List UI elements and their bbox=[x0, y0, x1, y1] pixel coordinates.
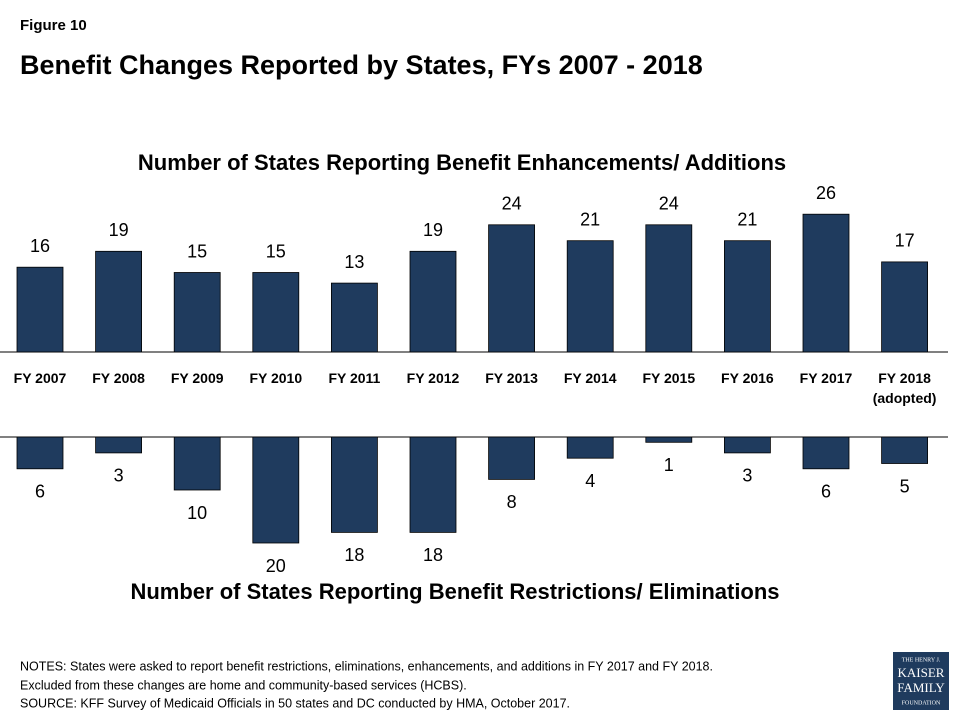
data-label: 6 bbox=[821, 482, 831, 502]
bar bbox=[173, 272, 221, 353]
subtitle: Number of States Reporting Benefit Enhan… bbox=[138, 150, 786, 175]
subtitle: Number of States Reporting Benefit Restr… bbox=[130, 579, 779, 604]
bar bbox=[252, 436, 300, 544]
data-label: 1 bbox=[664, 455, 674, 475]
bar bbox=[16, 436, 64, 470]
x-tick-label: FY 2011 bbox=[328, 370, 381, 386]
data-label: 19 bbox=[423, 220, 443, 240]
data-label: 3 bbox=[114, 466, 124, 486]
note: NOTES: States were asked to report benef… bbox=[20, 659, 713, 673]
x-tick-label: FY 2018 (adopted) bbox=[872, 370, 937, 406]
chart-title: Benefit Changes Reported by States, FYs … bbox=[20, 50, 703, 80]
data-label: 4 bbox=[585, 471, 595, 491]
bar bbox=[330, 282, 378, 353]
bar bbox=[252, 272, 300, 353]
bar bbox=[488, 436, 536, 480]
x-tick-label: FY 2016 bbox=[721, 370, 774, 386]
bar bbox=[881, 436, 928, 464]
bar bbox=[724, 436, 771, 454]
data-label: 15 bbox=[187, 241, 207, 261]
bar bbox=[566, 240, 614, 353]
data-label: 21 bbox=[580, 209, 600, 229]
bar bbox=[645, 224, 693, 353]
logo-box bbox=[893, 652, 949, 710]
bar bbox=[330, 436, 378, 533]
x-tick-label: FY 2010 bbox=[249, 370, 303, 386]
data-label: 18 bbox=[344, 545, 364, 565]
data-label: 10 bbox=[187, 503, 207, 523]
x-tick-label: FY 2007 bbox=[13, 370, 67, 386]
data-label: 3 bbox=[742, 466, 752, 486]
figure-label: Figure 10 bbox=[20, 17, 87, 34]
data-label: 18 bbox=[423, 545, 443, 565]
bar bbox=[724, 240, 771, 353]
logo-text: FOUNDATION bbox=[902, 700, 941, 706]
bar bbox=[881, 261, 928, 353]
bar bbox=[16, 266, 64, 353]
logo-text: THE HENRY J. bbox=[902, 657, 941, 663]
data-label: 20 bbox=[266, 556, 286, 576]
data-label: 21 bbox=[737, 209, 757, 229]
bar bbox=[566, 436, 614, 459]
data-label: 8 bbox=[507, 492, 517, 512]
x-tick-label: FY 2014 bbox=[563, 370, 617, 386]
bar bbox=[802, 213, 850, 353]
x-tick-label: FY 2013 bbox=[485, 370, 538, 386]
bar bbox=[488, 224, 536, 353]
data-label: 26 bbox=[816, 183, 836, 203]
data-label: 24 bbox=[502, 194, 522, 214]
bar bbox=[95, 436, 142, 454]
bar bbox=[802, 436, 850, 470]
data-label: 15 bbox=[266, 241, 286, 261]
bar bbox=[409, 250, 457, 353]
x-tick-label: FY 2009 bbox=[170, 370, 224, 386]
x-tick-label: FY 2017 bbox=[799, 370, 853, 386]
bar bbox=[95, 250, 142, 353]
x-tick-label: FY 2012 bbox=[406, 370, 460, 386]
data-label: 16 bbox=[30, 236, 50, 256]
bar bbox=[409, 436, 457, 533]
bar bbox=[173, 436, 221, 491]
data-label: 6 bbox=[35, 482, 45, 502]
x-tick-label: FY 2015 bbox=[642, 370, 696, 386]
logo-text: KAISER bbox=[898, 665, 945, 680]
data-label: 17 bbox=[895, 231, 915, 251]
x-tick-label: FY 2008 bbox=[92, 370, 145, 386]
bar bbox=[645, 436, 693, 443]
note: SOURCE: KFF Survey of Medicaid Officials… bbox=[20, 696, 570, 710]
data-label: 19 bbox=[109, 220, 129, 240]
data-label: 5 bbox=[900, 476, 910, 496]
data-label: 13 bbox=[344, 252, 364, 272]
data-label: 24 bbox=[659, 194, 679, 214]
note: Excluded from these changes are home and… bbox=[20, 678, 467, 692]
logo-text: FAMILY bbox=[897, 680, 945, 695]
